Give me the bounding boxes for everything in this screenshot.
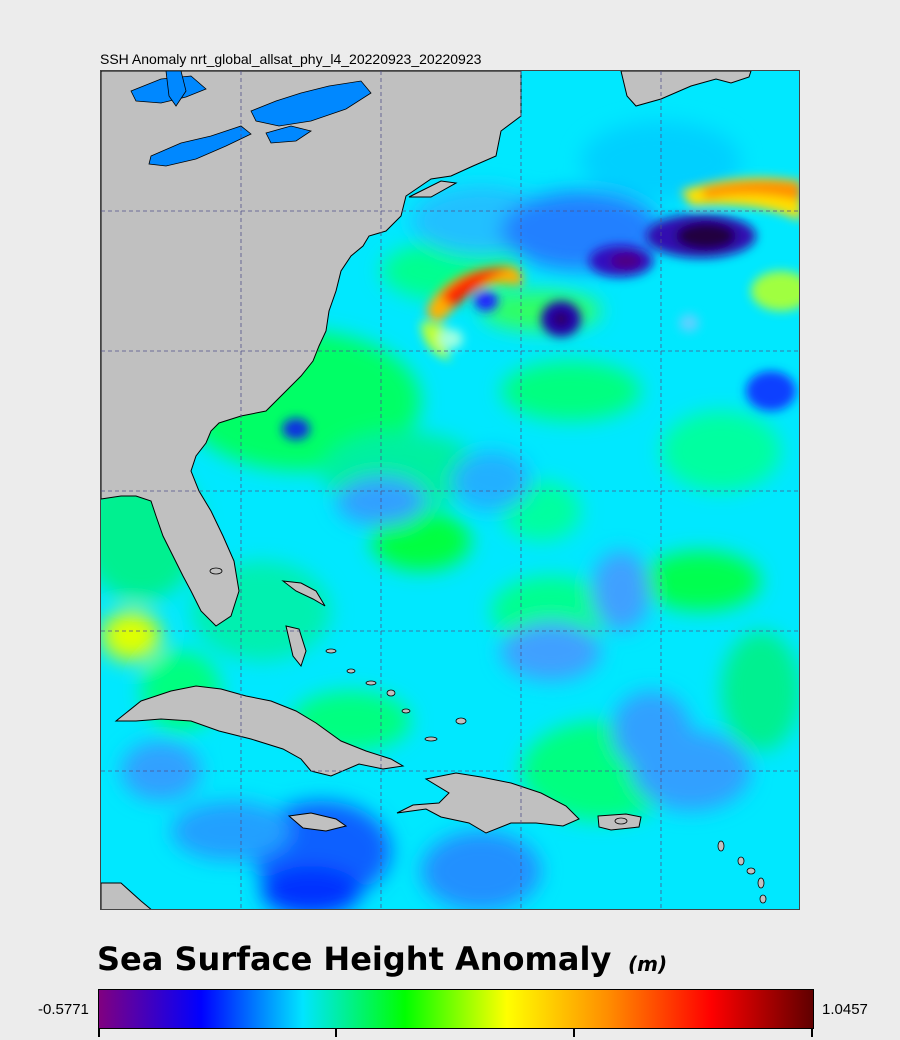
colorbar-max-label: 1.0457 xyxy=(822,1001,868,1018)
colorbar-unit: (m) xyxy=(628,952,668,976)
lakes xyxy=(130,71,372,167)
bahamas-andros xyxy=(285,625,307,668)
cuba xyxy=(114,685,405,777)
bahamas-abaco xyxy=(281,580,326,607)
colorbar-tick xyxy=(335,1029,337,1037)
colorbar-title: Sea Surface Height Anomaly xyxy=(97,940,612,978)
map-title: SSH Anomaly nrt_global_allsat_phy_l4_202… xyxy=(100,51,482,67)
graticule xyxy=(101,71,799,909)
colorbar-min-label: -0.5771 xyxy=(38,1001,89,1018)
jamaica xyxy=(287,812,348,832)
yucatan-tip xyxy=(101,882,152,909)
lake-erie xyxy=(148,125,252,167)
hispaniola xyxy=(396,772,580,834)
lake-huron xyxy=(250,80,372,127)
colorbar-gradient xyxy=(98,989,814,1029)
lake-michigan xyxy=(165,71,187,107)
long-island xyxy=(408,180,458,198)
land xyxy=(101,71,752,909)
colorbar-tick xyxy=(811,1029,813,1037)
lake-ontario xyxy=(265,125,312,144)
nova-scotia xyxy=(620,71,752,107)
colorbar-tick xyxy=(573,1029,575,1037)
colorbar-tick xyxy=(98,1029,100,1037)
small-islands xyxy=(209,567,767,904)
map-panel[interactable] xyxy=(100,70,800,910)
ssh-anomaly-map xyxy=(101,71,799,909)
